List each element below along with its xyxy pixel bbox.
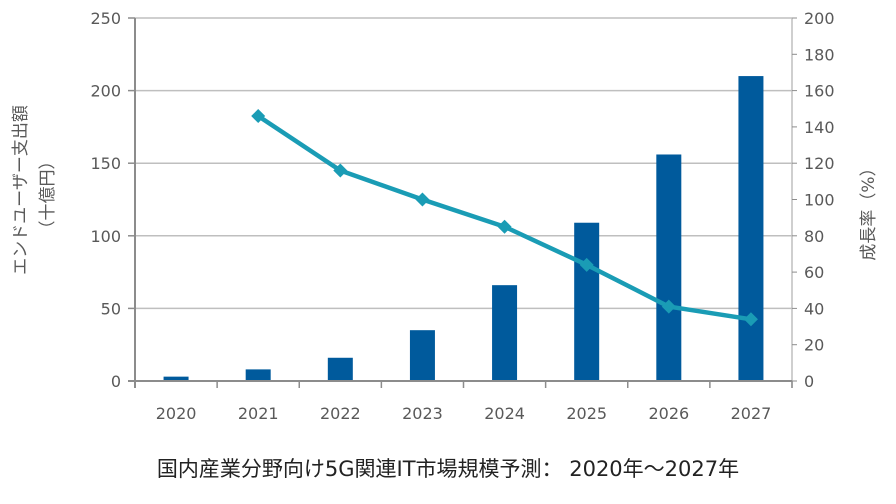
x-tick-label: 2025 [566, 404, 607, 423]
line-series [251, 109, 758, 327]
x-tick-label: 2022 [320, 404, 361, 423]
bar [492, 285, 518, 381]
right-tick-label: 200 [804, 9, 835, 28]
x-tick-label: 2027 [731, 404, 772, 423]
bar-series [163, 76, 764, 381]
growth-rate-marker [497, 219, 512, 234]
left-axis-ticks: 0 50 100 150 200 250 [90, 9, 135, 391]
x-tick-label: 2023 [402, 404, 443, 423]
axes [128, 18, 793, 388]
left-axis-title-line2: （十億円） [38, 153, 58, 238]
bar [163, 376, 189, 381]
right-tick-label: 0 [804, 372, 814, 391]
growth-rate-marker [415, 192, 430, 207]
left-axis-title-line1: エンドユーザー支出額 [11, 105, 31, 275]
right-tick-label: 160 [804, 82, 835, 101]
x-axis-ticks: 2020 2021 2022 2023 2024 2025 2026 2027 [134, 381, 793, 423]
bar [574, 222, 600, 381]
right-tick-label: 80 [804, 227, 824, 246]
bar [738, 76, 764, 381]
left-tick-label: 200 [90, 82, 121, 101]
right-axis-title: 成長率（%） [859, 159, 879, 260]
right-tick-label: 180 [804, 45, 835, 64]
chart-caption: 国内産業分野向け5G関連IT市場規模予測： 2020年～2027年 [157, 457, 739, 481]
growth-rate-marker [251, 109, 266, 124]
x-tick-label: 2026 [648, 404, 689, 423]
right-tick-label: 100 [804, 191, 835, 210]
left-tick-label: 250 [90, 9, 121, 28]
right-tick-label: 20 [804, 336, 824, 355]
bar [245, 369, 271, 381]
growth-rate-marker [743, 312, 758, 327]
growth-rate-marker [661, 299, 676, 314]
left-tick-label: 0 [111, 372, 121, 391]
x-tick-label: 2020 [156, 404, 197, 423]
left-tick-label: 150 [90, 154, 121, 173]
bar [327, 357, 353, 381]
x-tick-label: 2024 [484, 404, 525, 423]
right-tick-label: 40 [804, 299, 824, 318]
bar [409, 330, 435, 381]
gridlines [135, 17, 792, 310]
growth-rate-marker [333, 163, 348, 178]
bar [656, 154, 682, 381]
left-tick-label: 100 [90, 227, 121, 246]
right-tick-label: 120 [804, 154, 835, 173]
growth-rate-marker [579, 257, 594, 272]
right-tick-label: 60 [804, 263, 824, 282]
right-axis-ticks: 0 20 40 60 80 100 120 140 160 180 200 [792, 9, 835, 391]
x-tick-label: 2021 [238, 404, 279, 423]
right-tick-label: 140 [804, 118, 835, 137]
left-tick-label: 50 [101, 299, 121, 318]
